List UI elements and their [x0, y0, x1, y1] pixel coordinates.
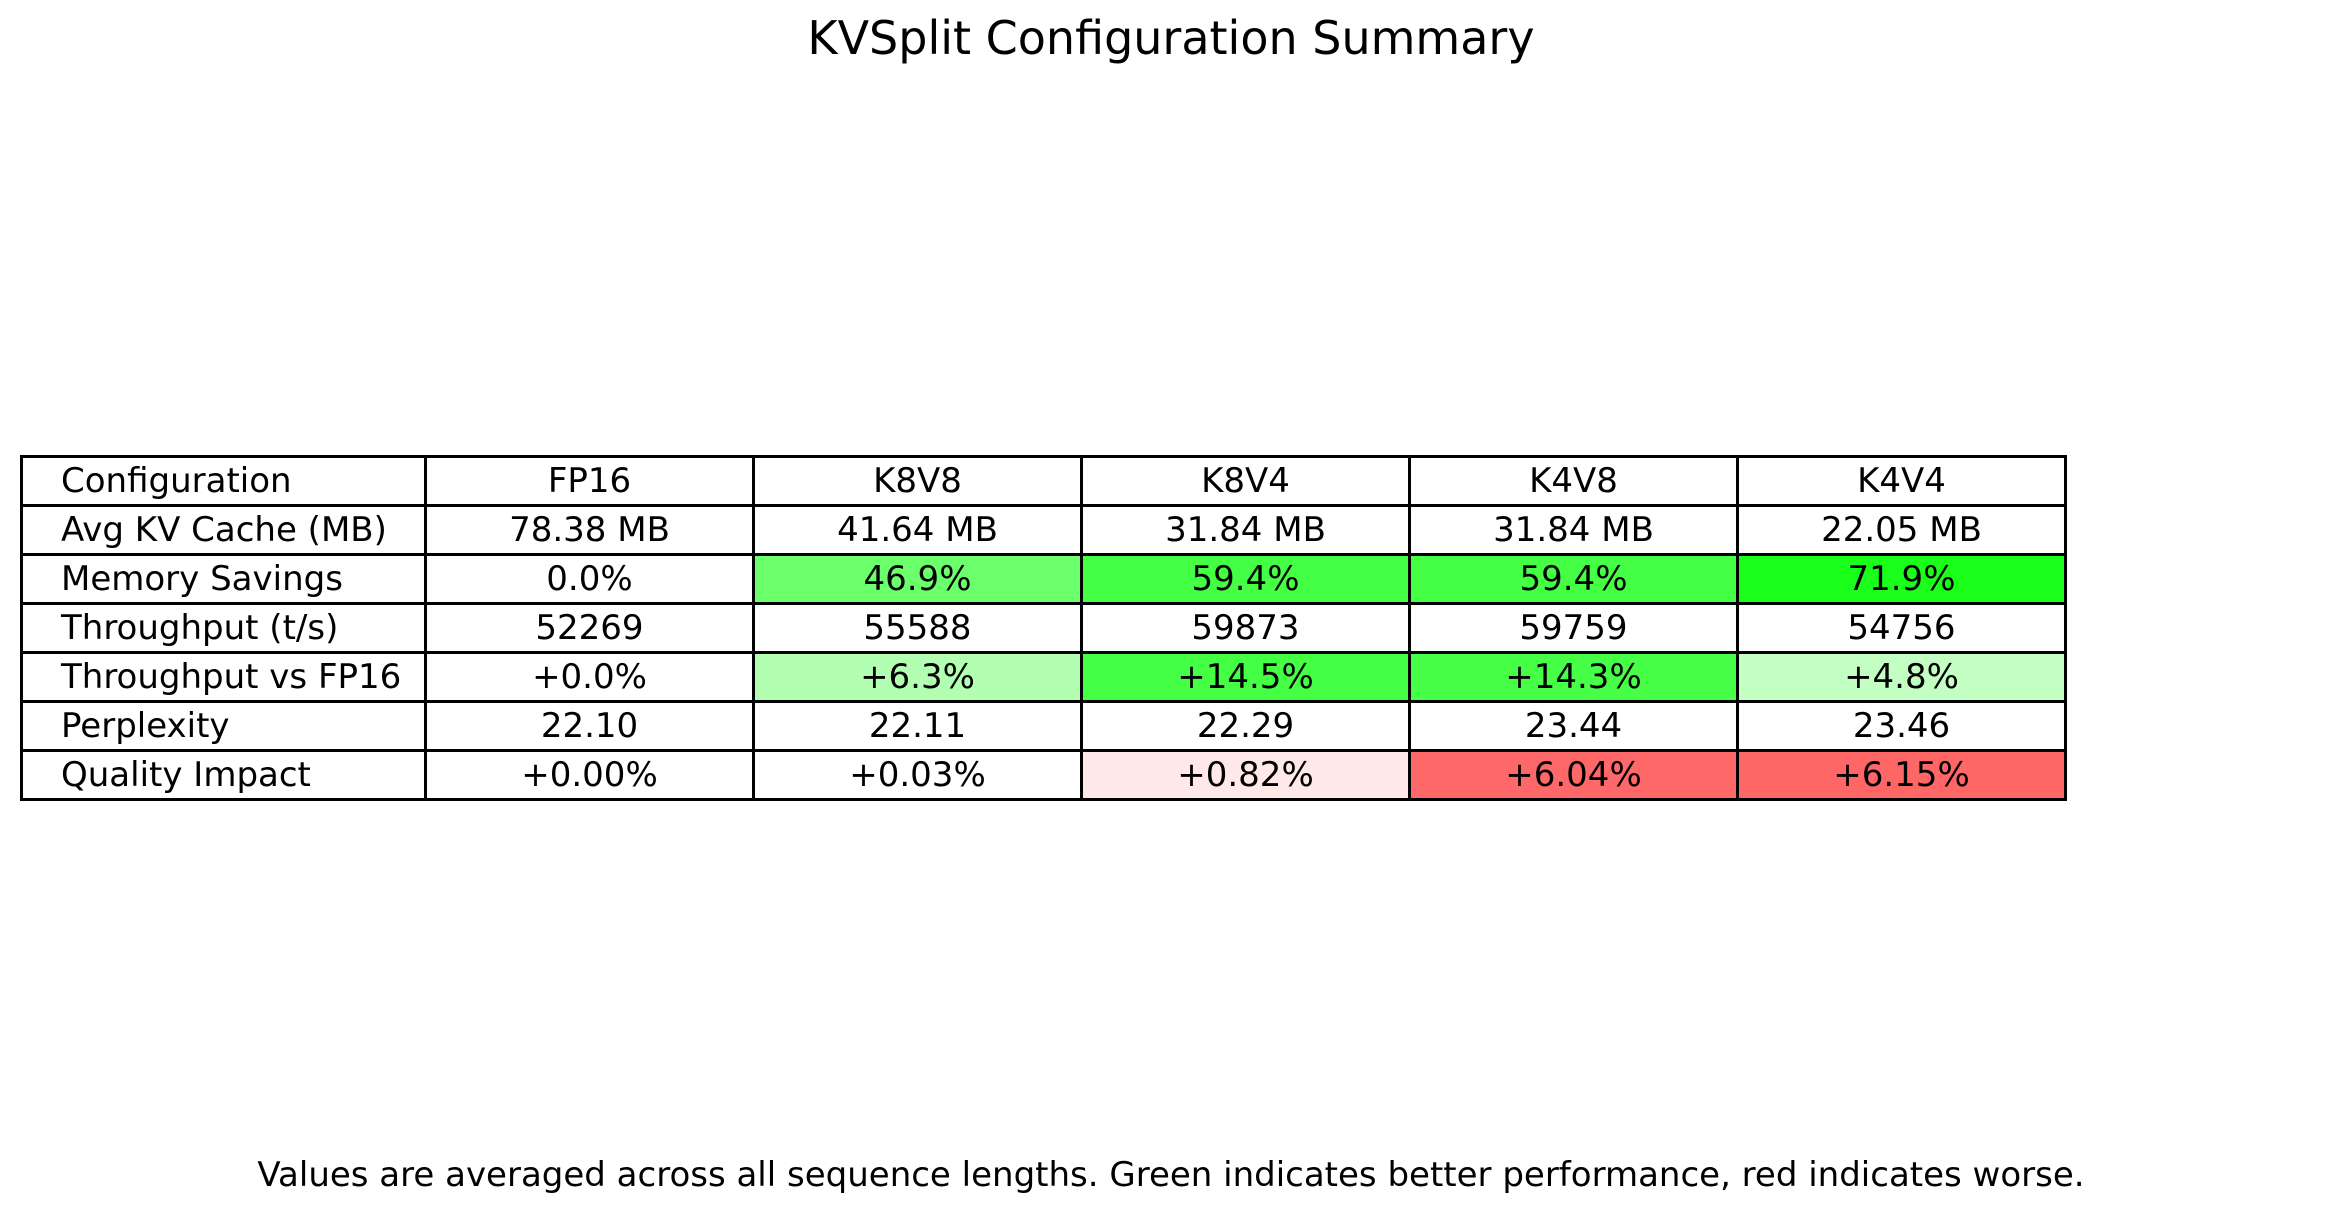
table-row: Throughput vs FP16 +0.0% +6.3% +14.5% +14.3%… — [20, 651, 2067, 703]
value-cell: +4.8% — [1736, 651, 2067, 703]
header-cell-k4v8: K4V8 — [1408, 455, 1739, 507]
summary-table-container: Configuration FP16 K8V8 K8V4 K4V8 K4V4 A… — [20, 455, 2067, 801]
row-label-cell: Memory Savings — [20, 553, 427, 605]
header-cell-k4v4: K4V4 — [1736, 455, 2067, 507]
value-cell: +14.3% — [1408, 651, 1739, 703]
value-cell: +0.82% — [1080, 749, 1411, 801]
value-cell: 78.38 MB — [424, 504, 755, 556]
table-row: Perplexity 22.10 22.11 22.29 23.44 23.46 — [20, 700, 2067, 752]
value-cell: 0.0% — [424, 553, 755, 605]
value-cell: 59.4% — [1408, 553, 1739, 605]
value-cell: 54756 — [1736, 602, 2067, 654]
value-cell: +0.00% — [424, 749, 755, 801]
table-body: Configuration FP16 K8V8 K8V4 K4V8 K4V4 A… — [20, 455, 2067, 801]
header-cell-k8v4: K8V4 — [1080, 455, 1411, 507]
row-label-cell: Perplexity — [20, 700, 427, 752]
row-label-cell: Quality Impact — [20, 749, 427, 801]
value-cell: 46.9% — [752, 553, 1083, 605]
summary-table: Configuration FP16 K8V8 K8V4 K4V8 K4V4 A… — [20, 455, 2067, 801]
value-cell: 22.29 — [1080, 700, 1411, 752]
chart-title: KVSplit Configuration Summary — [807, 11, 1535, 65]
header-cell-fp16: FP16 — [424, 455, 755, 507]
value-cell: 52269 — [424, 602, 755, 654]
value-cell: +0.0% — [424, 651, 755, 703]
table-row: Throughput (t/s) 52269 55588 59873 59759 5475… — [20, 602, 2067, 654]
table-row: Memory Savings 0.0% 46.9% 59.4% 59.4% 71.9% — [20, 553, 2067, 605]
value-cell: 59873 — [1080, 602, 1411, 654]
header-cell-k8v8: K8V8 — [752, 455, 1083, 507]
value-cell: +6.3% — [752, 651, 1083, 703]
value-cell: +6.04% — [1408, 749, 1739, 801]
value-cell: 55588 — [752, 602, 1083, 654]
value-cell: 23.44 — [1408, 700, 1739, 752]
row-label-cell: Throughput (t/s) — [20, 602, 427, 654]
header-cell-configuration: Configuration — [20, 455, 427, 507]
value-cell: 22.11 — [752, 700, 1083, 752]
value-cell: +6.15% — [1736, 749, 2067, 801]
value-cell: 31.84 MB — [1080, 504, 1411, 556]
footnote: Values are averaged across all sequence … — [257, 1155, 2085, 1195]
value-cell: 59.4% — [1080, 553, 1411, 605]
table-row: Quality Impact +0.00% +0.03% +0.82% +6.04% +6… — [20, 749, 2067, 801]
value-cell: 23.46 — [1736, 700, 2067, 752]
value-cell: 59759 — [1408, 602, 1739, 654]
table-header-row: Configuration FP16 K8V8 K8V4 K4V8 K4V4 — [20, 455, 2067, 507]
value-cell: 41.64 MB — [752, 504, 1083, 556]
table-row: Avg KV Cache (MB) 78.38 MB 41.64 MB 31.84 M… — [20, 504, 2067, 556]
value-cell: 71.9% — [1736, 553, 2067, 605]
row-label-cell: Throughput vs FP16 — [20, 651, 427, 703]
value-cell: 22.05 MB — [1736, 504, 2067, 556]
row-label-cell: Avg KV Cache (MB) — [20, 504, 427, 556]
value-cell: 22.10 — [424, 700, 755, 752]
value-cell: +0.03% — [752, 749, 1083, 801]
value-cell: 31.84 MB — [1408, 504, 1739, 556]
value-cell: +14.5% — [1080, 651, 1411, 703]
